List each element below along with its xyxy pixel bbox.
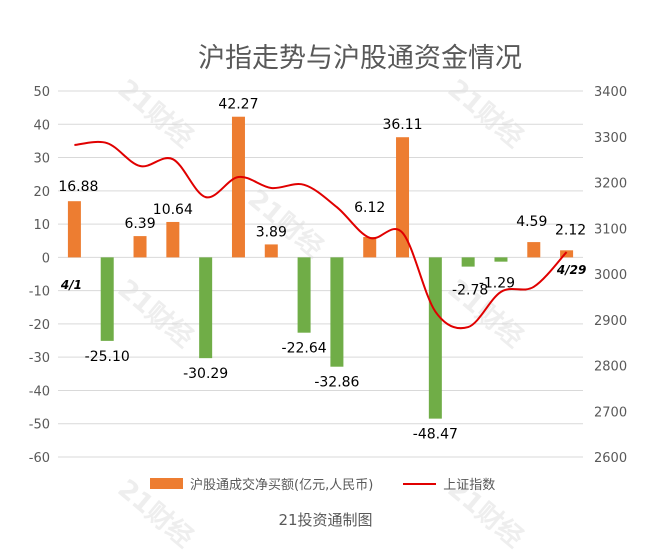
left-axis-tick: 50 [33,85,50,100]
bar-data-label: 16.88 [58,179,98,195]
right-axis-tick: 2700 [594,405,627,420]
bar-data-label: -48.47 [413,427,458,443]
legend-label-bar: 沪股通成交净买额(亿元,人民币) [190,478,374,493]
bar-data-label: 42.27 [218,97,258,113]
left-axis-tick: 0 [42,251,50,266]
bar-data-label: -30.29 [183,366,228,382]
bar [231,116,245,258]
left-axis-tick: -20 [29,318,50,333]
bar [264,244,278,258]
bar [67,201,81,258]
left-axis-tick: -30 [29,351,50,366]
right-axis-tick: 2600 [594,451,627,466]
start-date-label: 4/1 [60,278,82,292]
legend-swatch-line [403,482,437,485]
bar-data-label: 2.12 [555,222,586,238]
index-line [74,140,568,330]
legend: 沪股通成交净买额(亿元,人民币) 上证指数 [150,474,495,493]
bar-data-label: -1.29 [479,276,515,292]
bar [166,221,180,258]
end-date-label: 4/29 [556,263,586,277]
watermark: 21财经 [112,273,199,353]
bar-data-label: 4.59 [516,214,547,230]
right-axis-tick: 3000 [594,268,627,283]
bar [461,257,475,267]
legend-swatch-bar [150,478,183,489]
chart-footer: 21投资通制图 [278,511,373,529]
bar [297,257,311,333]
left-axis-tick: -10 [29,285,50,300]
left-axis-tick: 20 [33,185,50,200]
bar [330,257,344,367]
bar [396,137,410,258]
bar [494,257,508,262]
watermark: 21财经 [442,73,529,153]
left-axis-tick: 40 [33,118,50,133]
bar [133,236,147,258]
right-axis-tick: 2800 [594,360,627,375]
bar-data-label: 10.64 [153,202,193,218]
bar-data-label: -32.86 [314,375,359,391]
left-axis-tick: 30 [33,152,50,167]
bar [428,257,442,419]
bar [560,250,574,258]
right-axis-tick: 3200 [594,177,627,192]
bar [363,237,377,258]
bar [100,257,114,341]
left-axis-tick: -50 [29,418,50,433]
right-axis-tick: 3300 [594,131,627,146]
bar-data-label: 3.89 [256,224,287,240]
bar-data-label: 36.11 [382,117,422,133]
bar-data-label: 6.39 [124,216,155,232]
bar-data-label: -22.64 [282,341,327,357]
chart-title: 沪指走势与沪股通资金情况 [198,43,522,74]
bar [199,257,213,359]
left-axis-tick: 10 [33,218,50,233]
bar-data-label: -2.78 [452,283,488,299]
legend-label-line: 上证指数 [443,478,496,493]
right-axis-tick: 2900 [594,314,627,329]
bar-data-label: -25.10 [85,349,130,365]
bar-data-label: 6.12 [354,200,385,216]
left-axis-tick: -40 [29,384,50,399]
bar [527,242,541,258]
right-axis-tick: 3400 [594,85,627,100]
watermark: 21财经 [112,73,199,153]
left-axis-tick: -60 [29,451,50,466]
right-axis-tick: 3100 [594,222,627,237]
